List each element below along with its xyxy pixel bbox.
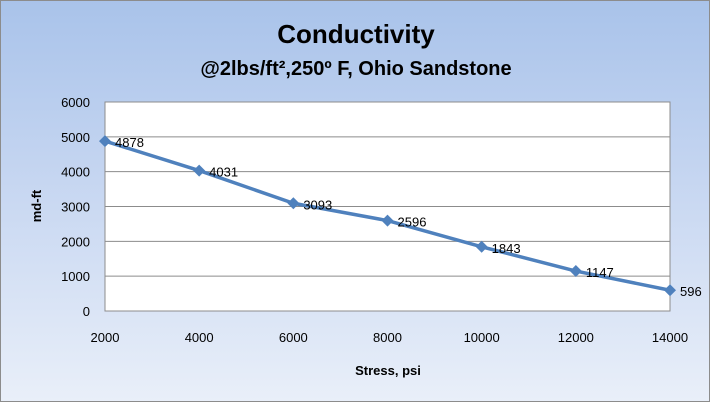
y-axis-ticks: 0 1000 2000 3000 4000 5000 6000 bbox=[61, 95, 90, 319]
x-axis-title: Stress, psi bbox=[355, 363, 421, 378]
data-labels: 4878 4031 3093 2596 1843 1147 596 bbox=[115, 135, 702, 299]
x-tick-label: 12000 bbox=[558, 330, 594, 345]
y-tick-label: 0 bbox=[83, 304, 90, 319]
x-tick-label: 10000 bbox=[464, 330, 500, 345]
x-tick-label: 6000 bbox=[279, 330, 308, 345]
y-tick-label: 4000 bbox=[61, 165, 90, 180]
y-tick-label: 5000 bbox=[61, 130, 90, 145]
y-axis-title: md-ft bbox=[29, 189, 44, 222]
data-label: 3093 bbox=[303, 197, 332, 212]
y-tick-label: 2000 bbox=[61, 234, 90, 249]
data-point-marker bbox=[664, 284, 676, 297]
x-tick-label: 14000 bbox=[652, 330, 688, 345]
data-point-marker bbox=[381, 214, 394, 227]
data-point-marker bbox=[287, 197, 300, 210]
data-point-marker bbox=[193, 164, 206, 177]
chart-subtitle: @2lbs/ft²,250º F, Ohio Sandstone bbox=[200, 58, 511, 80]
y-tick-label: 3000 bbox=[61, 200, 90, 215]
data-label: 1147 bbox=[586, 265, 614, 280]
x-tick-label: 8000 bbox=[373, 330, 402, 345]
data-label: 596 bbox=[680, 284, 702, 299]
data-label: 4878 bbox=[115, 135, 144, 150]
y-tick-label: 6000 bbox=[61, 95, 90, 110]
data-point-marker bbox=[99, 135, 111, 148]
data-label: 2596 bbox=[398, 215, 427, 230]
data-point-marker bbox=[475, 240, 488, 253]
chart-title: Conductivity bbox=[277, 19, 435, 49]
x-tick-label: 4000 bbox=[185, 330, 214, 345]
x-axis-ticks: 2000 4000 6000 8000 10000 12000 14000 bbox=[91, 330, 689, 345]
data-point-marker bbox=[569, 265, 582, 278]
y-tick-label: 1000 bbox=[61, 269, 90, 284]
x-tick-label: 2000 bbox=[91, 330, 120, 345]
data-label: 4031 bbox=[209, 165, 238, 180]
series-layer bbox=[99, 135, 676, 297]
data-label: 1843 bbox=[492, 241, 521, 256]
